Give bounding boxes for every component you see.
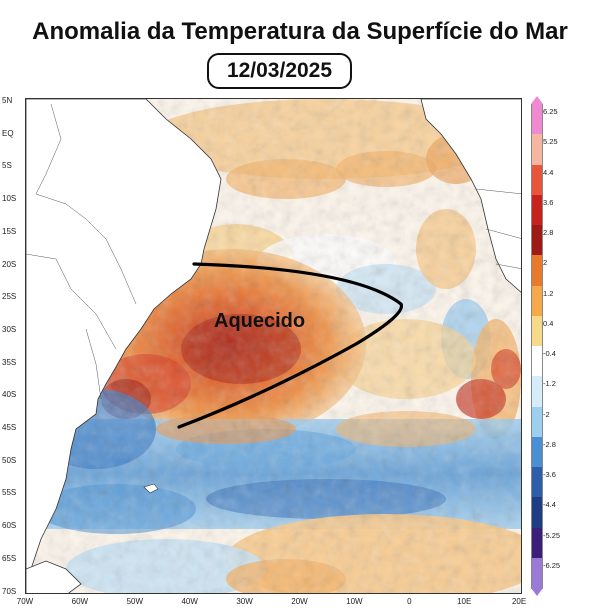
colorbar-segment bbox=[531, 376, 543, 407]
colorbar-tick-label: 2 bbox=[543, 258, 548, 268]
latitude-label: 5S bbox=[2, 161, 12, 171]
colorbar-segment bbox=[531, 497, 543, 528]
latitude-label: 15S bbox=[2, 226, 17, 236]
colorbar-segment bbox=[531, 225, 543, 256]
warm-region-label: Aquecido bbox=[214, 310, 305, 332]
longitude-label: 40W bbox=[181, 597, 198, 606]
colorbar-segment bbox=[531, 557, 543, 589]
colorbar-segment bbox=[531, 436, 543, 468]
longitude-label: 50W bbox=[126, 597, 144, 606]
colorbar-min-arrow bbox=[531, 588, 543, 596]
colorbar-tick-label: -2 bbox=[543, 409, 550, 419]
latitude-label: 45S bbox=[2, 423, 17, 432]
colorbar-tick-label: -1.2 bbox=[543, 379, 556, 389]
latitude-label: 55S bbox=[2, 488, 17, 498]
longitude-label: 20E bbox=[511, 597, 527, 606]
south-america-land bbox=[26, 99, 222, 580]
colorbar-tick-label: -5.25 bbox=[543, 530, 561, 540]
longitude-label: 10W bbox=[346, 597, 363, 606]
falkland-islands bbox=[143, 483, 159, 494]
latitude-label: 10S bbox=[2, 194, 17, 204]
colorbar-segment bbox=[531, 406, 543, 438]
colorbar-tick-label: -2.8 bbox=[543, 439, 556, 449]
colorbar-segment bbox=[531, 104, 543, 135]
warm-region-outline bbox=[177, 262, 404, 429]
latitude-label: 20S bbox=[2, 259, 17, 269]
map-canvas: Aquecido bbox=[26, 99, 521, 593]
latitude-label: EQ bbox=[2, 128, 14, 138]
colorbar-segment bbox=[531, 164, 543, 196]
colorbar-tick-label: 3.6 bbox=[543, 197, 554, 207]
colorbar-segment bbox=[531, 255, 543, 286]
country-borders bbox=[26, 103, 137, 400]
colorbar-tick-label: -6.25 bbox=[543, 560, 561, 570]
antarctic-coast bbox=[26, 560, 82, 593]
colorbar-tick-label: -3.6 bbox=[543, 470, 556, 479]
latitude-label: 60S bbox=[2, 521, 17, 531]
latitude-label: 70S bbox=[2, 586, 17, 596]
colorbar-segment bbox=[531, 285, 543, 317]
colorbar-segment bbox=[531, 315, 543, 347]
colorbar-segment bbox=[531, 527, 543, 559]
latitude-label: 40S bbox=[2, 390, 17, 400]
colorbar-segment bbox=[531, 467, 543, 498]
latitude-label: 35S bbox=[2, 357, 17, 367]
colorbar-tick-label: 5.25 bbox=[543, 137, 558, 147]
latitude-label: 5N bbox=[2, 96, 13, 105]
map-title: Anomalia da Temperatura da Superfície do… bbox=[32, 18, 568, 45]
africa-borders bbox=[475, 188, 521, 269]
colorbar-tick-label: -0.4 bbox=[543, 349, 556, 358]
colorbar-tick-label: 0.4 bbox=[543, 318, 554, 328]
colorbar-tick-label: 1.2 bbox=[543, 288, 554, 298]
colorbar-segment bbox=[531, 194, 543, 226]
colorbar-max-arrow bbox=[531, 96, 543, 104]
colorbar-tick-label: -4.4 bbox=[543, 500, 556, 510]
longitude-label: 10E bbox=[457, 597, 472, 606]
sst-anomaly-map: Aquecido bbox=[25, 98, 522, 594]
longitude-label: 60W bbox=[71, 597, 89, 606]
colorbar-tick-label: 2.8 bbox=[543, 228, 554, 237]
longitude-label: 0 bbox=[407, 597, 412, 606]
colorbar-tick-label: 4.4 bbox=[543, 167, 554, 177]
colorbar-segment bbox=[531, 134, 543, 165]
colorbar-segment bbox=[531, 346, 543, 377]
colorbar-tick-label: 6.25 bbox=[543, 107, 558, 116]
africa-land bbox=[420, 99, 521, 293]
longitude-label: 70W bbox=[16, 597, 34, 606]
latitude-label: 25S bbox=[2, 292, 17, 302]
longitude-label: 30W bbox=[236, 597, 253, 606]
latitude-label: 50S bbox=[2, 455, 17, 465]
latitude-label: 30S bbox=[2, 324, 17, 334]
longitude-label: 20W bbox=[291, 597, 308, 606]
latitude-label: 65S bbox=[2, 553, 17, 563]
date-badge: 12/03/2025 bbox=[207, 53, 352, 89]
